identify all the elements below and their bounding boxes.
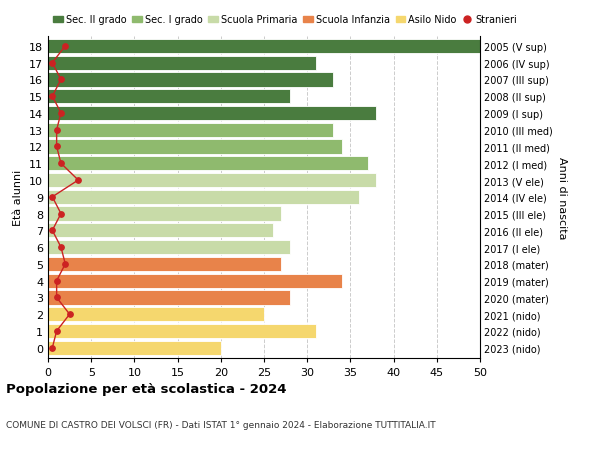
Bar bbox=[48, 73, 333, 87]
Bar bbox=[48, 56, 316, 71]
Bar bbox=[48, 274, 342, 288]
Point bbox=[56, 110, 66, 118]
Bar bbox=[48, 157, 368, 171]
Point bbox=[47, 60, 57, 67]
Point bbox=[56, 244, 66, 251]
Point bbox=[52, 277, 61, 285]
Point bbox=[56, 160, 66, 168]
Bar bbox=[48, 257, 281, 271]
Point bbox=[73, 177, 83, 185]
Point bbox=[47, 194, 57, 201]
Bar bbox=[48, 39, 480, 54]
Legend: Sec. II grado, Sec. I grado, Scuola Primaria, Scuola Infanzia, Asilo Nido, Stran: Sec. II grado, Sec. I grado, Scuola Prim… bbox=[53, 16, 517, 25]
Bar bbox=[48, 324, 316, 338]
Point bbox=[47, 93, 57, 101]
Bar bbox=[48, 123, 333, 138]
Bar bbox=[48, 291, 290, 305]
Text: COMUNE DI CASTRO DEI VOLSCI (FR) - Dati ISTAT 1° gennaio 2024 - Elaborazione TUT: COMUNE DI CASTRO DEI VOLSCI (FR) - Dati … bbox=[6, 420, 436, 429]
Point bbox=[52, 328, 61, 335]
Bar bbox=[48, 207, 281, 221]
Bar bbox=[48, 174, 376, 188]
Point bbox=[52, 127, 61, 134]
Point bbox=[65, 311, 74, 318]
Point bbox=[61, 43, 70, 50]
Bar bbox=[48, 140, 342, 154]
Bar bbox=[48, 241, 290, 255]
Point bbox=[56, 210, 66, 218]
Bar bbox=[48, 106, 376, 121]
Point bbox=[47, 227, 57, 235]
Text: Popolazione per età scolastica - 2024: Popolazione per età scolastica - 2024 bbox=[6, 382, 287, 396]
Point bbox=[56, 77, 66, 84]
Bar bbox=[48, 90, 290, 104]
Point bbox=[61, 261, 70, 268]
Point bbox=[52, 294, 61, 302]
Point bbox=[52, 144, 61, 151]
Bar bbox=[48, 308, 264, 322]
Bar bbox=[48, 341, 221, 355]
Y-axis label: Età alunni: Età alunni bbox=[13, 169, 23, 225]
Y-axis label: Anni di nascita: Anni di nascita bbox=[557, 156, 567, 239]
Bar bbox=[48, 190, 359, 204]
Point bbox=[47, 344, 57, 352]
Bar bbox=[48, 224, 272, 238]
